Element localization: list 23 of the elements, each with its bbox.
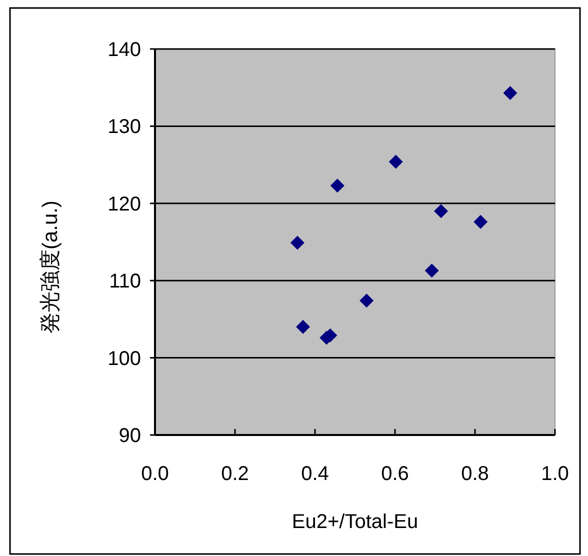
y-tick-label: 110 <box>109 270 141 293</box>
point <box>424 264 439 278</box>
point <box>296 320 310 334</box>
y-axis-title: 発光強度(a.u.) <box>39 200 62 334</box>
y-tick-label: 140 <box>108 39 141 61</box>
y-tick-label: 100 <box>108 348 141 370</box>
x-tick-label: 0.0 <box>141 463 169 485</box>
point <box>474 214 488 229</box>
point <box>290 236 304 250</box>
x-tick-label: 1.0 <box>541 463 569 485</box>
x-axis-title: Eu2+/Total-Eu <box>292 511 418 533</box>
point <box>503 86 518 100</box>
point <box>330 178 344 193</box>
y-tick-label: 130 <box>108 116 141 138</box>
x-tick-label: 0.4 <box>301 463 329 485</box>
point <box>388 154 403 169</box>
x-tick-label: 0.6 <box>381 463 409 485</box>
point <box>434 204 448 218</box>
x-tick-label: 0.8 <box>461 463 489 485</box>
y-tick-label: 120 <box>108 193 141 216</box>
y-tick-label: 90 <box>118 425 141 447</box>
x-tick-label: 0.2 <box>221 463 249 485</box>
point <box>360 294 374 308</box>
